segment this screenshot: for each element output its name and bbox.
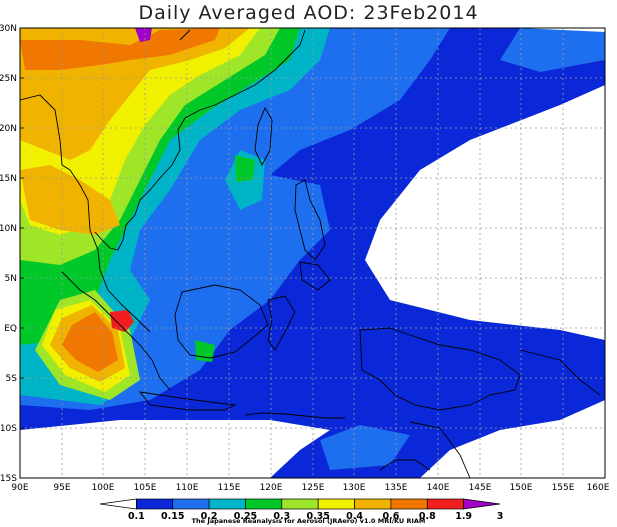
lat-labels: 30N 25N 20N 15N 10N 5N EQ 5S 10S 15S: [0, 24, 17, 484]
lat-label: 5N: [5, 274, 17, 284]
lon-label: 105E: [134, 483, 157, 493]
colorbar-tick-label: 0.25: [234, 511, 257, 522]
colorbar-tick-label: 0.1: [128, 511, 145, 522]
colorbar-swatch: [245, 498, 283, 510]
colorbar-swatch: [172, 498, 210, 510]
colorbar-tick-label: 0.3: [273, 511, 290, 522]
colorbar-labels: 0.1 0.15 0.2 0.25 0.3 0.35 0.4 0.6 0.8 1.9 3: [128, 511, 503, 522]
lat-label: 5S: [6, 374, 18, 384]
lat-label: EQ: [4, 324, 17, 334]
lon-label: 160E: [587, 483, 610, 493]
map-title: Daily Averaged AOD: 23Feb2014: [138, 2, 479, 24]
lon-labels: 90E 95E 100E 105E 110E 115E 120E 125E 13…: [11, 483, 609, 493]
gridlines: [20, 28, 605, 478]
lon-label: 100E: [92, 483, 115, 493]
colorbar-tick-label: 3: [497, 511, 504, 522]
colorbar-tick-label: 0.2: [201, 511, 218, 522]
lon-label: 120E: [260, 483, 283, 493]
lat-label: 15N: [0, 174, 17, 184]
lat-label: 10S: [0, 424, 17, 434]
aod-field-max: [135, 28, 152, 42]
coastlines: [20, 29, 601, 478]
lon-label: 95E: [53, 483, 70, 493]
lat-label: 15S: [0, 474, 17, 484]
colorbar-tick-label: 0.6: [382, 511, 399, 522]
colorbar-tick-label: 0.4: [346, 511, 363, 522]
colorbar-swatch: [354, 498, 392, 510]
lon-label: 115E: [218, 483, 241, 493]
colorbar-swatch: [317, 498, 355, 510]
colorbar-tick-label: 0.15: [161, 511, 184, 522]
lon-label: 90E: [11, 483, 28, 493]
colorbar-tick-label: 0.8: [419, 511, 436, 522]
colorbar-swatch: [463, 498, 501, 510]
aod-field-darkorange: [20, 28, 220, 70]
lon-label: 110E: [176, 483, 199, 493]
map-frame: [19, 27, 606, 479]
lon-label: 140E: [427, 483, 450, 493]
lon-label: 150E: [510, 483, 533, 493]
aod-field: [20, 28, 605, 478]
lon-label: 155E: [552, 483, 575, 493]
lon-label: 130E: [343, 483, 366, 493]
colorbar-swatch: [99, 498, 137, 510]
aod-field-high: [110, 310, 134, 332]
colorbar-swatch: [136, 498, 174, 510]
lat-label: 25N: [0, 74, 17, 84]
colorbar-swatch: [426, 498, 464, 510]
lon-label: 135E: [385, 483, 408, 493]
colorbar: [99, 498, 501, 510]
colorbar-tick-label: 0.35: [306, 511, 329, 522]
colorbar-tick-label: 1.9: [455, 511, 472, 522]
credit-line: The Japanese Reanalysis for Aerosol (JRA…: [191, 517, 426, 525]
colorbar-swatch: [390, 498, 428, 510]
lat-label: 10N: [0, 224, 17, 234]
colorbar-swatch: [281, 498, 319, 510]
lon-label: 145E: [469, 483, 492, 493]
colorbar-swatch: [208, 498, 246, 510]
tick-marks: [20, 77, 24, 429]
lon-label: 125E: [302, 483, 325, 493]
lat-label: 20N: [0, 124, 17, 134]
lat-label: 30N: [0, 24, 17, 34]
